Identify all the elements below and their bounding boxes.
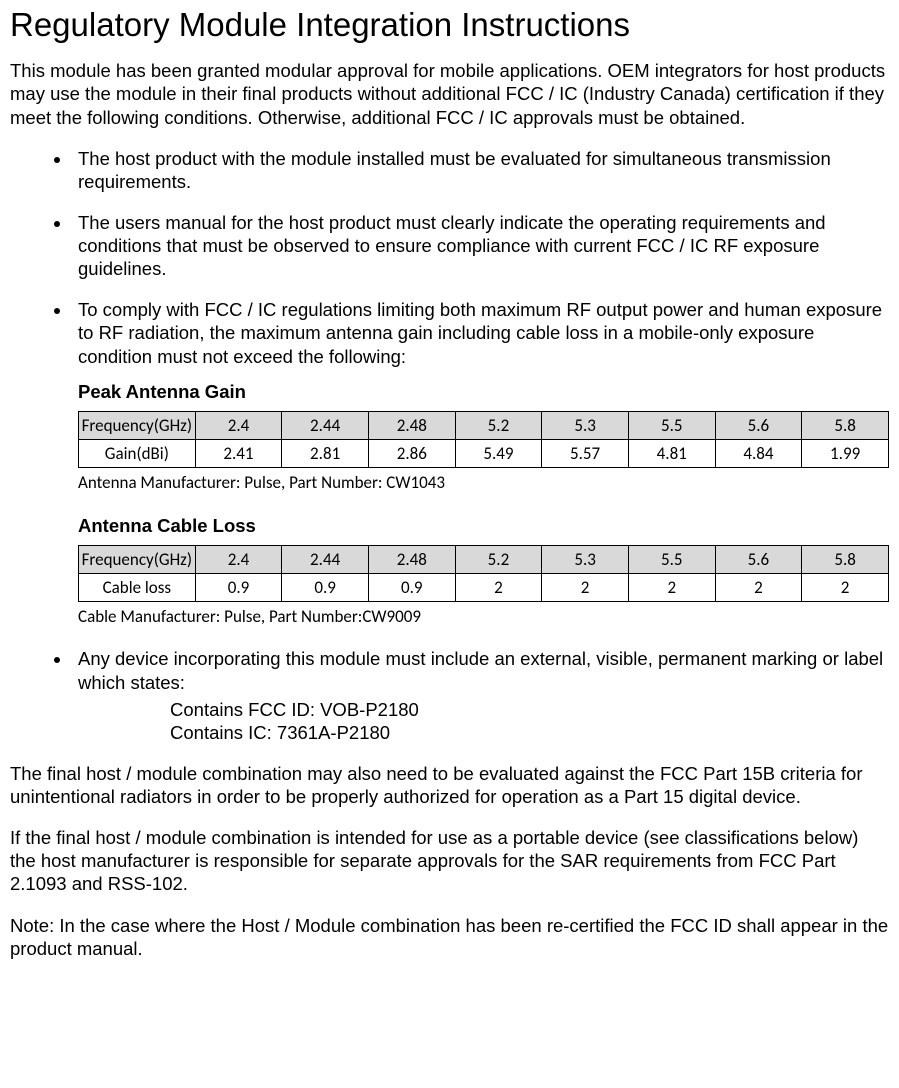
gain-table-wrap: Frequency(GHz) 2.4 2.44 2.48 5.2 5.3 5.5… (78, 411, 889, 494)
row-label: Frequency(GHz) (79, 545, 196, 573)
table-cell: 4.84 (715, 440, 802, 468)
table-cell: 2 (628, 573, 715, 601)
row-label: Frequency(GHz) (79, 411, 196, 439)
table-cell: 5.3 (542, 545, 629, 573)
table-cell: 2 (802, 573, 889, 601)
table-cell: 0.9 (282, 573, 369, 601)
table-cell: 2.48 (368, 411, 455, 439)
table-cell: 2 (715, 573, 802, 601)
list-item-text: Any device incorporating this module mus… (78, 648, 883, 692)
table-cell: 0.9 (195, 573, 282, 601)
table-cell: 2.81 (282, 440, 369, 468)
loss-table-caption: Cable Manufacturer: Pulse, Part Number:C… (78, 606, 889, 627)
list-item: Any device incorporating this module mus… (72, 647, 889, 744)
table-cell: 5.6 (715, 545, 802, 573)
table-row: Frequency(GHz) 2.4 2.44 2.48 5.2 5.3 5.5… (79, 411, 889, 439)
contains-fcc: Contains FCC ID: VOB-P2180 (170, 698, 889, 721)
list-item: The users manual for the host product mu… (72, 211, 889, 280)
table-heading-gain: Peak Antenna Gain (78, 380, 889, 403)
table-cell: 5.8 (802, 545, 889, 573)
table-cell: 2.44 (282, 411, 369, 439)
gain-table-caption: Antenna Manufacturer: Pulse, Part Number… (78, 472, 889, 493)
list-item-text: To comply with FCC / IC regulations limi… (78, 299, 882, 366)
table-cell: 2.48 (368, 545, 455, 573)
table-cell: 2 (542, 573, 629, 601)
list-item: The host product with the module install… (72, 147, 889, 193)
table-cell: 2.4 (195, 411, 282, 439)
table-cell: 0.9 (368, 573, 455, 601)
list-item-text: The host product with the module install… (78, 148, 831, 192)
table-cell: 2 (455, 573, 542, 601)
table-cell: 2.4 (195, 545, 282, 573)
table-cell: 5.5 (628, 545, 715, 573)
table-row: Gain(dBi) 2.41 2.81 2.86 5.49 5.57 4.81 … (79, 440, 889, 468)
table-heading-loss: Antenna Cable Loss (78, 514, 889, 537)
table-cell: 4.81 (628, 440, 715, 468)
intro-paragraph: This module has been granted modular app… (10, 59, 889, 128)
table-cell: 5.49 (455, 440, 542, 468)
loss-table-wrap: Frequency(GHz) 2.4 2.44 2.48 5.2 5.3 5.5… (78, 545, 889, 628)
table-cell: 1.99 (802, 440, 889, 468)
table-cell: 2.44 (282, 545, 369, 573)
list-item: To comply with FCC / IC regulations limi… (72, 298, 889, 627)
closing-paragraph-1: The final host / module combination may … (10, 762, 889, 808)
contains-ic: Contains IC: 7361A-P2180 (170, 721, 889, 744)
table-cell: 5.57 (542, 440, 629, 468)
row-label: Cable loss (79, 573, 196, 601)
table-cell: 2.41 (195, 440, 282, 468)
table-cell: 5.8 (802, 411, 889, 439)
closing-paragraph-3: Note: In the case where the Host / Modul… (10, 914, 889, 960)
page-title: Regulatory Module Integration Instructio… (10, 4, 889, 45)
contains-block: Contains FCC ID: VOB-P2180 Contains IC: … (170, 698, 889, 744)
table-cell: 5.3 (542, 411, 629, 439)
loss-table: Frequency(GHz) 2.4 2.44 2.48 5.2 5.3 5.5… (78, 545, 889, 603)
table-cell: 2.86 (368, 440, 455, 468)
table-cell: 5.2 (455, 411, 542, 439)
conditions-list: The host product with the module install… (10, 147, 889, 744)
row-label: Gain(dBi) (79, 440, 196, 468)
closing-paragraph-2: If the final host / module combination i… (10, 826, 889, 895)
table-cell: 5.2 (455, 545, 542, 573)
gain-table: Frequency(GHz) 2.4 2.44 2.48 5.2 5.3 5.5… (78, 411, 889, 469)
table-cell: 5.5 (628, 411, 715, 439)
table-cell: 5.6 (715, 411, 802, 439)
table-row: Cable loss 0.9 0.9 0.9 2 2 2 2 2 (79, 573, 889, 601)
list-item-text: The users manual for the host product mu… (78, 212, 826, 279)
table-row: Frequency(GHz) 2.4 2.44 2.48 5.2 5.3 5.5… (79, 545, 889, 573)
